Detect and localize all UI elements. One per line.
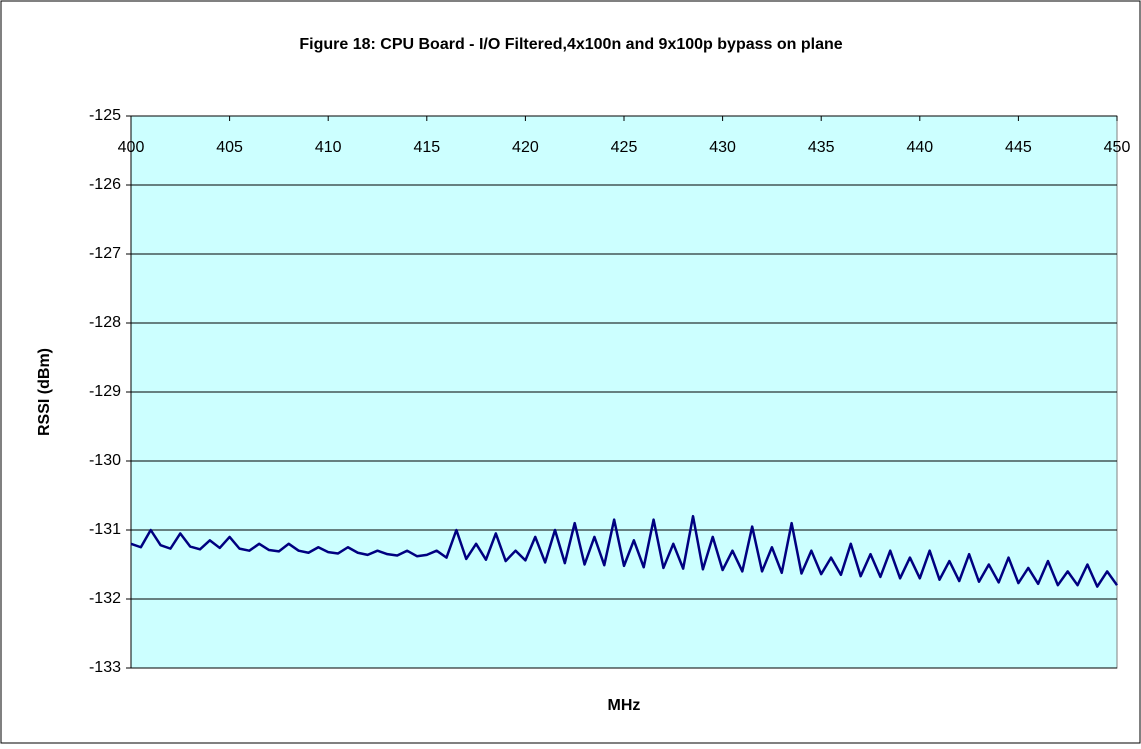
x-tick-label: 415 (413, 139, 440, 156)
y-tick-label: -132 (89, 590, 121, 607)
x-tick-label: 405 (216, 139, 243, 156)
x-axis-label: MHz (608, 697, 641, 714)
x-tick-label: 420 (512, 139, 539, 156)
x-tick-label: 430 (709, 139, 736, 156)
y-tick-label: -128 (89, 314, 121, 331)
y-tick-label: -129 (89, 383, 121, 400)
y-axis-label: RSSI (dBm) (36, 348, 53, 436)
x-tick-label: 450 (1104, 139, 1131, 156)
y-tick-label: -130 (89, 452, 121, 469)
x-tick-label: 445 (1005, 139, 1032, 156)
y-tick-label: -125 (89, 107, 121, 124)
data-line (130, 514, 1119, 588)
y-tick-label: -127 (89, 245, 121, 262)
x-tick-label: 410 (315, 139, 342, 156)
y-tick-label: -126 (89, 176, 121, 193)
x-tick-label: 400 (118, 139, 145, 156)
y-tick-label: -133 (89, 659, 121, 676)
x-tick-label: 425 (611, 139, 638, 156)
x-tick-label: 435 (808, 139, 835, 156)
chart-title: Figure 18: CPU Board - I/O Filtered,4x10… (299, 36, 842, 53)
x-tick-label: 440 (906, 139, 933, 156)
y-tick-label: -131 (89, 521, 121, 538)
